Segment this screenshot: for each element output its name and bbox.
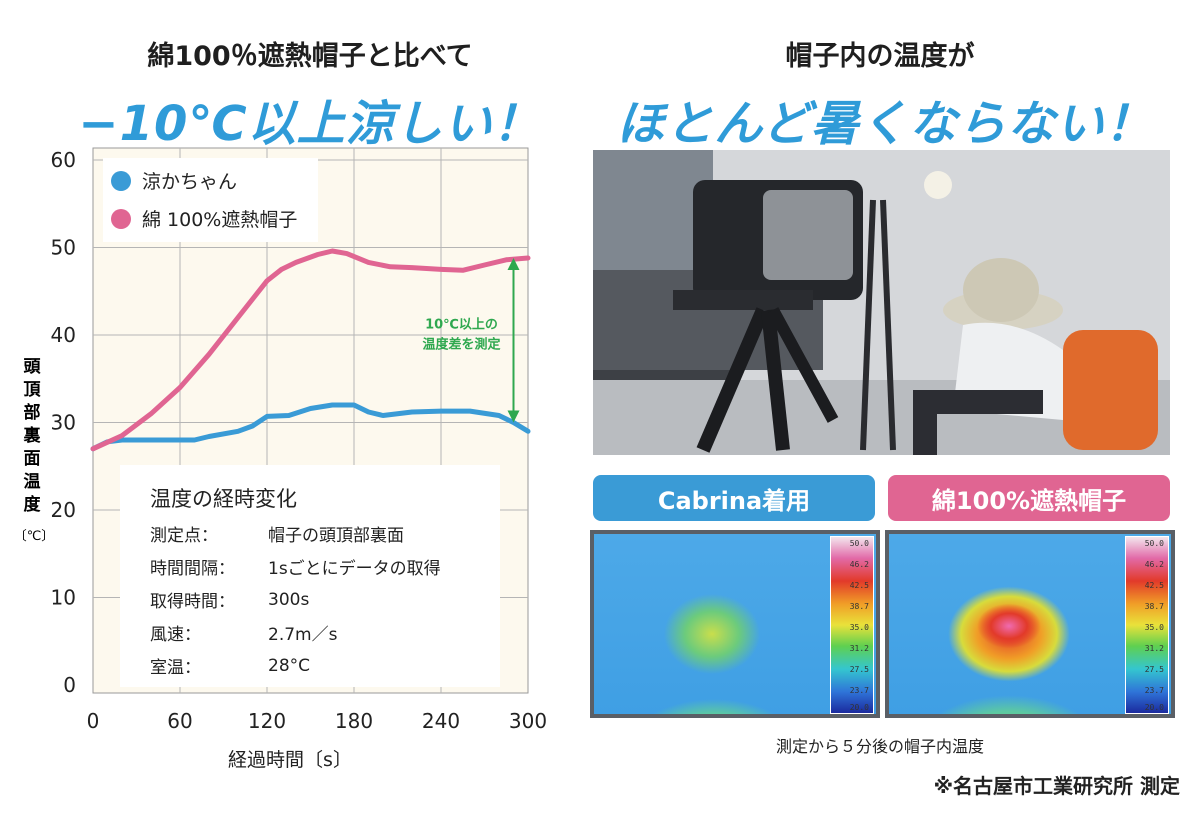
info-row-wind: 風速： 2.7m／s [150, 625, 338, 645]
y-tick-label: 40 [51, 323, 76, 347]
label-cabrina: Cabrina着用 [593, 475, 875, 521]
y-axis-label-char: 裏 [23, 425, 42, 446]
y-tick-label: 50 [51, 236, 76, 260]
info-row-point: 測定点： 帽子の頭頂部裏面 [150, 526, 404, 546]
x-tick-label: 180 [335, 709, 373, 733]
info-row-room-temp: 室温： 28°C [150, 655, 311, 679]
thermal-scale-right: 50.0 46.2 42.5 38.7 35.0 31.2 27.5 23.7 … [1125, 536, 1169, 714]
series-line-ryoka [90, 402, 531, 452]
info-box: 温度の経時変化 測定点： 帽子の頭頂部裏面 時間間隔： 1sごとにデータの取得 取得… [120, 465, 500, 687]
legend-swatch-ryoka [111, 171, 131, 191]
y-axis-label-char: 温 [24, 472, 41, 492]
thermal-scale-left: 50.0 46.2 42.5 38.7 35.0 31.2 27.5 23.7 … [830, 536, 874, 714]
measurement-source: ※名古屋市工業研究所 測定 [933, 774, 1180, 798]
y-tick-label: 30 [51, 411, 76, 435]
y-axis-unit: 〔℃〕 [14, 529, 55, 544]
legend-swatch-cotton [111, 209, 131, 229]
x-tick-label: 60 [167, 709, 192, 733]
y-axis-label-char: 頭 [24, 357, 42, 377]
y-axis-label-char: 頂 [24, 380, 42, 400]
y-tick-label: 10 [51, 586, 76, 610]
y-tick-label: 0 [63, 673, 76, 697]
legend-label-cotton: 綿 100%遮熱帽子 [142, 209, 297, 231]
thermal-caption: 測定から５分後の帽子内温度 [775, 737, 984, 756]
left-subheading: 綿100％遮熱帽子と比べて [147, 41, 473, 72]
temperature-chart: 0 10 20 30 40 50 60 0 60 120 180 240 300 涼かちゃん 綿 10… [14, 147, 547, 771]
label-cotton-hat: 綿100%遮熱帽子 [888, 475, 1170, 521]
info-title: 温度の経時変化 [150, 487, 297, 511]
x-axis-label: 経過時間〔s〕 [228, 749, 352, 771]
x-tick-label: 240 [422, 709, 460, 733]
right-headline: ほとんど暑くならない！ [616, 96, 1154, 152]
y-tick-label: 60 [51, 148, 76, 172]
y-axis-label-char: 度 [24, 494, 42, 515]
info-row-duration: 取得時間： 300s [150, 589, 310, 613]
annotation-line1: 10℃以上の [425, 317, 498, 332]
photo-illustration [593, 150, 1170, 455]
x-tick-label: 300 [509, 709, 547, 733]
y-axis-label-char: 部 [24, 402, 41, 423]
y-axis-label-char: 面 [24, 449, 41, 469]
thermal-image-cabrina: 50.0 46.2 42.5 38.7 35.0 31.2 27.5 23.7 … [590, 530, 880, 718]
legend-label-ryoka: 涼かちゃん [142, 171, 237, 193]
measurement-photo [593, 150, 1170, 455]
legend-box [103, 158, 318, 242]
annotation-line2: 温度差を測定 [422, 336, 500, 352]
x-tick-label: 0 [87, 709, 100, 733]
right-subheading: 帽子内の温度が [785, 41, 975, 72]
left-headline: −10℃以上涼しい！ [78, 96, 542, 152]
thermal-image-cotton-hat: 50.0 46.2 42.5 38.7 35.0 31.2 27.5 23.7 … [885, 530, 1175, 718]
y-tick-label: 20 [51, 498, 76, 522]
info-row-interval: 時間間隔： 1sごとにデータの取得 [150, 559, 441, 579]
series-line-cotton [90, 248, 531, 452]
x-tick-label: 120 [248, 709, 286, 733]
